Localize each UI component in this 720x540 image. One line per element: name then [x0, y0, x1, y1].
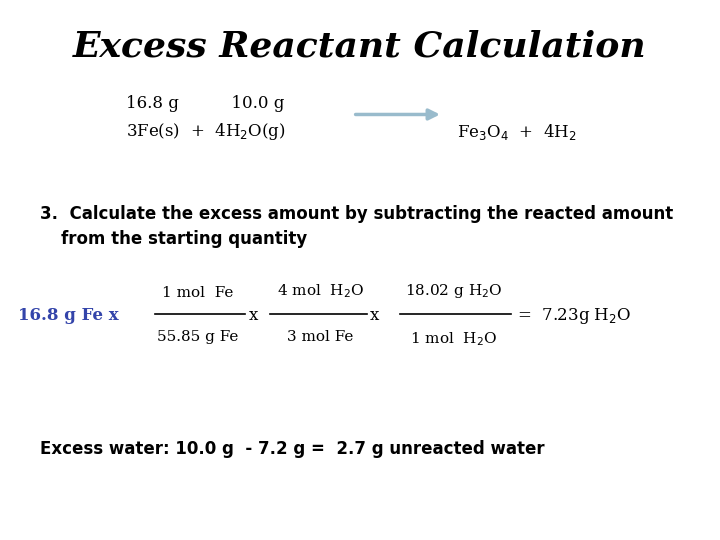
Text: 55.85 g Fe: 55.85 g Fe [157, 330, 239, 345]
Text: from the starting quantity: from the starting quantity [61, 230, 307, 247]
Text: 3 mol Fe: 3 mol Fe [287, 330, 354, 345]
Text: x: x [248, 307, 258, 325]
Text: 1 mol  Fe: 1 mol Fe [162, 286, 234, 300]
Text: 4 mol  H$_2$O: 4 mol H$_2$O [276, 282, 364, 300]
Text: Excess water: 10.0 g  - 7.2 g =  2.7 g unreacted water: Excess water: 10.0 g - 7.2 g = 2.7 g unr… [40, 440, 544, 458]
Text: 3Fe(s)  +  4H$_2$O(g): 3Fe(s) + 4H$_2$O(g) [126, 122, 286, 143]
Text: 18.02 g H$_2$O: 18.02 g H$_2$O [405, 282, 503, 300]
Text: Fe$_3$O$_4$  +  4H$_2$: Fe$_3$O$_4$ + 4H$_2$ [457, 122, 577, 141]
Text: Excess Reactant Calculation: Excess Reactant Calculation [73, 30, 647, 64]
Text: x: x [369, 307, 379, 325]
Text: 16.8 g          10.0 g: 16.8 g 10.0 g [126, 94, 284, 111]
Text: =  7.23g H$_2$O: = 7.23g H$_2$O [517, 306, 631, 326]
Text: 1 mol  H$_2$O: 1 mol H$_2$O [410, 330, 498, 348]
Text: 3.  Calculate the excess amount by subtracting the reacted amount: 3. Calculate the excess amount by subtra… [40, 205, 673, 223]
Text: 16.8 g Fe x: 16.8 g Fe x [18, 307, 119, 325]
